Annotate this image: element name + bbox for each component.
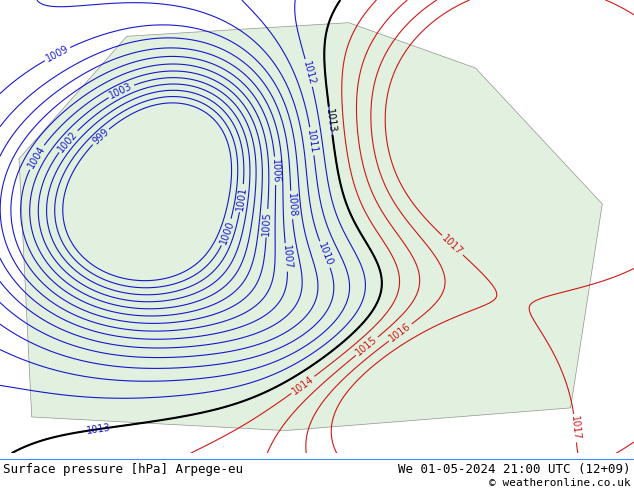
Text: We 01-05-2024 21:00 UTC (12+09): We 01-05-2024 21:00 UTC (12+09) xyxy=(398,463,631,476)
Polygon shape xyxy=(19,23,602,431)
Text: 1012: 1012 xyxy=(301,60,317,86)
Text: 1003: 1003 xyxy=(108,81,134,101)
Text: 1002: 1002 xyxy=(56,128,80,154)
Text: 999: 999 xyxy=(91,127,111,147)
Text: 1001: 1001 xyxy=(235,185,249,211)
Text: 1000: 1000 xyxy=(218,219,236,245)
Text: 1014: 1014 xyxy=(290,373,316,396)
Text: 1011: 1011 xyxy=(306,128,319,154)
Text: 1010: 1010 xyxy=(316,241,334,268)
Text: 1008: 1008 xyxy=(286,193,297,218)
Text: 1016: 1016 xyxy=(387,321,413,344)
Text: © weatheronline.co.uk: © weatheronline.co.uk xyxy=(489,478,631,488)
Text: 1007: 1007 xyxy=(281,245,292,270)
Text: 1017: 1017 xyxy=(440,233,465,257)
Text: 1013: 1013 xyxy=(324,108,337,133)
Text: 1013: 1013 xyxy=(86,422,112,436)
Text: 1004: 1004 xyxy=(26,144,47,170)
Text: 1009: 1009 xyxy=(44,44,70,64)
Text: 1006: 1006 xyxy=(270,158,281,183)
Text: 1005: 1005 xyxy=(261,211,273,236)
Text: Surface pressure [hPa] Arpege-eu: Surface pressure [hPa] Arpege-eu xyxy=(3,463,243,476)
Text: 1015: 1015 xyxy=(354,335,380,358)
Text: 1017: 1017 xyxy=(569,416,581,441)
